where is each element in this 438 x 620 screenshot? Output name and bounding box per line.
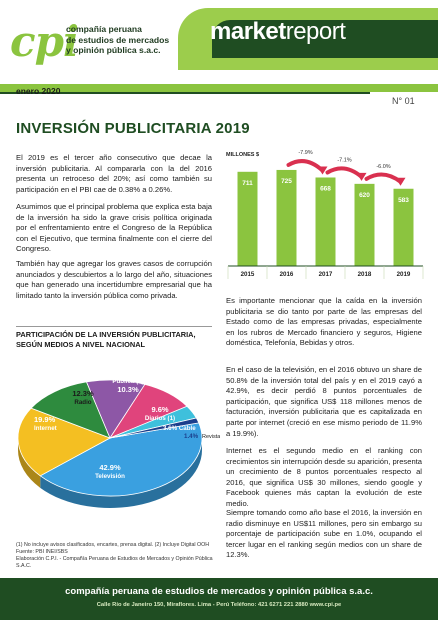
header-rule-dark bbox=[0, 92, 370, 94]
pie-name-label: Radio bbox=[74, 399, 91, 406]
footnote-1: (1) No incluye avisos clasificados, enca… bbox=[16, 542, 210, 548]
footnote-credit: Elaboración C.P.I. - Compañía Peruana de… bbox=[16, 556, 213, 569]
x-tick-2019: 2019 bbox=[397, 271, 411, 278]
pie-slice-Revistas bbox=[109, 417, 200, 439]
pie-slice-Internet bbox=[17, 407, 111, 477]
paragraph: Es importante mencionar que la caída en … bbox=[226, 296, 422, 348]
bar-value-2016: 725 bbox=[281, 178, 292, 185]
x-tick-2015: 2015 bbox=[241, 271, 255, 278]
x-tick-2017: 2017 bbox=[319, 271, 333, 278]
change-arrowhead-2019 bbox=[395, 177, 406, 186]
change-arrowhead-2018 bbox=[356, 172, 367, 181]
logo-mark: cpi bbox=[10, 17, 79, 66]
cpi-logo: cpi compañía peruana de estudios de merc… bbox=[10, 18, 190, 78]
brand-band bbox=[178, 8, 438, 70]
change-arrow-2019 bbox=[364, 172, 403, 184]
pie-name-label: Televisión bbox=[95, 473, 125, 480]
bar-2015 bbox=[237, 171, 258, 266]
footnotes: (1) No incluye avisos clasificados, enca… bbox=[16, 542, 216, 570]
bar-2019 bbox=[393, 188, 414, 266]
media-share-pie-chart: 42.9%Televisión 19.9%Internet 12.3%Radio Ví… bbox=[17, 371, 220, 508]
article-title: INVERSIÓN PUBLICITARIA 2019 bbox=[16, 120, 250, 137]
pie-value-label: 42.9% bbox=[99, 463, 121, 472]
paragraph: Asumimos que el principal problema que e… bbox=[16, 202, 212, 254]
bar-2018 bbox=[354, 183, 375, 266]
change-arrow-2017 bbox=[286, 159, 325, 173]
change-label-2017: -7.9% bbox=[298, 150, 312, 156]
company-line-1: compañía peruana bbox=[66, 24, 142, 34]
bar-2017 bbox=[315, 177, 336, 266]
change-label-2018: -7.1% bbox=[337, 157, 351, 163]
bar-value-2019: 583 bbox=[398, 197, 409, 204]
company-name: compañía peruana de estudios de mercados… bbox=[66, 24, 196, 56]
pie-name-label: Internet bbox=[34, 425, 57, 432]
pie-chart-title: PARTICIPACIÓN DE LA INVERSIÓN PUBLICITAR… bbox=[16, 326, 212, 350]
bar-value-2018: 620 bbox=[359, 192, 370, 199]
paragraph: El 2019 es el tercer año consecutivo que… bbox=[16, 153, 212, 194]
footer-address: Calle Río de Janeiro 150, Miraflores. Li… bbox=[96, 602, 342, 608]
issue-number: N° 01 bbox=[392, 96, 415, 106]
footer-company: compañía peruana de estudios de mercados… bbox=[65, 586, 373, 597]
pie-slice-Televisión bbox=[39, 422, 203, 497]
bar-value-2015: 711 bbox=[242, 180, 253, 187]
pie-name-label: Vía bbox=[123, 371, 133, 378]
investment-bar-chart: MILLONES $ 711 2015 725 2016 668 2017 620 2018 58… bbox=[226, 150, 424, 279]
bar-2016 bbox=[276, 169, 297, 266]
change-label-2019: -6.0% bbox=[376, 164, 390, 170]
pie-side-0 bbox=[40, 438, 202, 508]
paragraph: También hay que agregar los graves casos… bbox=[16, 259, 212, 300]
pie-value-label: 19.9% bbox=[34, 415, 56, 424]
pie-name-label: Pública (2) bbox=[112, 378, 143, 385]
pie-slice-Radio bbox=[30, 381, 111, 439]
company-line-2: de estudios de mercados bbox=[66, 34, 170, 45]
change-arrow-2018 bbox=[325, 166, 364, 179]
footer-band bbox=[0, 578, 438, 620]
x-tick-2018: 2018 bbox=[358, 271, 372, 278]
pie-value-label: 9.6% bbox=[151, 405, 168, 414]
paragraph: Internet es el segundo medio en el ranki… bbox=[226, 446, 422, 508]
pie-value-label: 1.4% bbox=[184, 433, 199, 440]
pie-side-1 bbox=[18, 438, 41, 488]
pie-name-label: Revistas bbox=[202, 434, 220, 440]
footnote-source: Fuente: PBI INEI/SBS bbox=[16, 549, 68, 555]
pie-value-label: 10.3% bbox=[117, 385, 139, 394]
paragraph: En el caso de la televisión, en el 2016 … bbox=[226, 365, 422, 438]
change-arrowhead-2017 bbox=[317, 166, 328, 175]
paragraph: Siempre tomando como año base el 2016, l… bbox=[226, 508, 422, 560]
issue-date: enero 2020 bbox=[16, 86, 61, 96]
brand-bold: market bbox=[210, 18, 286, 45]
brand-light: report bbox=[285, 18, 346, 45]
pie-value-label: 3.6% Cable bbox=[163, 425, 196, 432]
x-tick-2016: 2016 bbox=[280, 271, 294, 278]
brand-title: marketreport bbox=[210, 18, 346, 46]
bar-value-2017: 668 bbox=[320, 185, 331, 192]
header-rule bbox=[0, 84, 438, 92]
company-line-3: y opinión pública s.a.c. bbox=[66, 45, 161, 55]
pie-value-label: 12.3% bbox=[72, 389, 94, 398]
y-axis-label: MILLONES $ bbox=[226, 152, 259, 158]
pie-name-label: Diarios (1) bbox=[145, 415, 175, 422]
